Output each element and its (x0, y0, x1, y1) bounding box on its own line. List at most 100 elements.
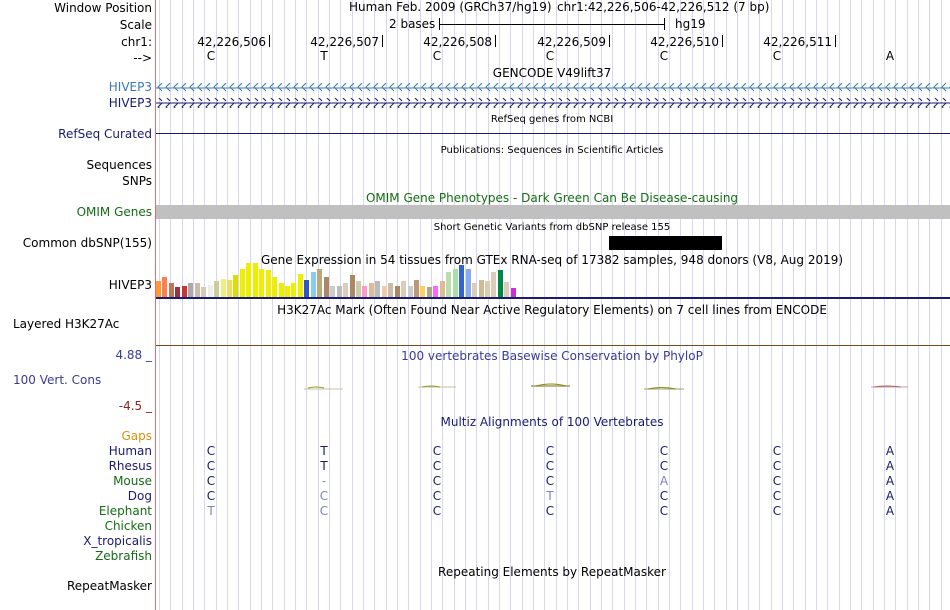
gtex-tissue-bar[interactable] (317, 269, 322, 297)
gtex-tissue-bar[interactable] (175, 287, 180, 297)
gtex-tissue-bar[interactable] (221, 279, 226, 297)
gtex-tissue-bar[interactable] (298, 274, 303, 297)
gtex-bar-chart[interactable] (156, 262, 950, 298)
gtex-tissue-bar[interactable] (356, 281, 361, 297)
gtex-tissue-bar[interactable] (401, 281, 406, 297)
gridline (420, 0, 421, 610)
gtex-tissue-bar[interactable] (182, 286, 187, 297)
species-label-rhesus[interactable]: Rhesus (108, 459, 152, 473)
gtex-tissue-bar[interactable] (253, 263, 258, 297)
gridline (782, 0, 783, 610)
gtex-tissue-bar[interactable] (195, 283, 200, 297)
gtex-tissue-bar[interactable] (472, 283, 477, 297)
gaps-label[interactable]: Gaps (121, 429, 152, 443)
species-label-zebrafish[interactable]: Zebrafish (95, 549, 152, 563)
gtex-tissue-bar[interactable] (343, 283, 348, 297)
species-label-elephant[interactable]: Elephant (98, 504, 152, 518)
gtex-tissue-bar[interactable] (479, 280, 484, 297)
gtex-tissue-bar[interactable] (388, 283, 393, 297)
gtex-tissue-bar[interactable] (291, 283, 296, 297)
window-position-label: Window Position (54, 1, 152, 15)
omim-label[interactable]: OMIM Genes (76, 205, 152, 219)
track-image-panel[interactable]: Human Feb. 2009 (GRCh37/hg19) chr1:42,22… (156, 0, 950, 610)
gtex-tissue-bar[interactable] (162, 277, 167, 297)
gencode-gene-lines[interactable] (156, 82, 950, 108)
gtex-tissue-bar[interactable] (201, 287, 206, 297)
alignment-base: C (772, 459, 782, 473)
gtex-tissue-bar[interactable] (330, 286, 335, 297)
gtex-tissue-bar[interactable] (266, 270, 271, 297)
alignment-base: A (885, 474, 895, 488)
gtex-tissue-bar[interactable] (227, 280, 232, 297)
gtex-tissue-bar[interactable] (491, 272, 496, 297)
gtex-tissue-bar[interactable] (369, 283, 374, 297)
gtex-tissue-bar[interactable] (311, 272, 316, 297)
omim-gene-bar[interactable] (156, 205, 950, 219)
gtex-tissue-bar[interactable] (246, 263, 251, 297)
gridline (759, 0, 760, 610)
refseq-label[interactable]: RefSeq Curated (58, 127, 152, 141)
gtex-tissue-bar[interactable] (240, 269, 245, 297)
gtex-tissue-bar[interactable] (440, 281, 445, 297)
gtex-tissue-bar[interactable] (279, 283, 284, 297)
position-readout: chr1:42,226,506-42,226,512 (7 bp) (557, 0, 770, 14)
gtex-tissue-bar[interactable] (408, 286, 413, 297)
species-label-dog[interactable]: Dog (127, 489, 152, 503)
gtex-tissue-bar[interactable] (446, 272, 451, 297)
gencode-gene-label-1[interactable]: HIVEP3 (108, 80, 152, 94)
gtex-tissue-bar[interactable] (285, 286, 290, 297)
species-label-xtropicalis[interactable]: X_tropicalis (83, 534, 152, 548)
species-label-mouse[interactable]: Mouse (113, 474, 152, 488)
gridline (193, 0, 194, 610)
repeatmasker-label[interactable]: RepeatMasker (66, 579, 152, 593)
gtex-tissue-bar[interactable] (453, 269, 458, 297)
snps-label[interactable]: SNPs (122, 174, 152, 188)
gtex-title: Gene Expression in 54 tissues from GTEx … (260, 253, 844, 267)
gtex-tissue-bar[interactable] (466, 269, 471, 297)
gtex-tissue-bar[interactable] (433, 286, 438, 297)
gtex-tissue-bar[interactable] (259, 269, 264, 297)
gtex-tissue-bar[interactable] (504, 282, 509, 297)
h3k27ac-label[interactable]: Layered H3K27Ac (13, 317, 120, 331)
cons-label[interactable]: 100 Vert. Cons (13, 373, 102, 387)
gtex-tissue-bar[interactable] (233, 275, 238, 297)
gtex-tissue-bar[interactable] (414, 280, 419, 297)
gtex-tissue-bar[interactable] (350, 275, 355, 297)
gridline (646, 0, 647, 610)
gencode-gene-label-2[interactable]: HIVEP3 (108, 96, 152, 110)
sequences-label[interactable]: Sequences (86, 158, 152, 172)
gtex-label[interactable]: HIVEP3 (108, 278, 152, 292)
gtex-tissue-bar[interactable] (382, 286, 387, 297)
gtex-tissue-bar[interactable] (169, 283, 174, 297)
gtex-tissue-bar[interactable] (272, 277, 277, 297)
gtex-tissue-bar[interactable] (337, 286, 342, 297)
gtex-tissue-bar[interactable] (324, 277, 329, 297)
cons-wiggle[interactable] (156, 380, 950, 394)
species-label-human[interactable]: Human (108, 444, 152, 458)
refseq-gene-line[interactable] (156, 133, 950, 134)
gtex-tissue-bar[interactable] (375, 281, 380, 297)
gtex-tissue-bar[interactable] (498, 270, 503, 297)
gridline (488, 0, 489, 610)
alignment-base: T (320, 444, 328, 458)
gtex-tissue-bar[interactable] (420, 286, 425, 297)
reference-base: C (432, 49, 442, 63)
gtex-tissue-bar[interactable] (485, 281, 490, 297)
gtex-tissue-bar[interactable] (362, 286, 367, 297)
gtex-tissue-bar[interactable] (214, 281, 219, 297)
gtex-tissue-bar[interactable] (511, 288, 516, 297)
species-label-chicken[interactable]: Chicken (104, 519, 152, 533)
gtex-tissue-bar[interactable] (459, 265, 464, 297)
gtex-tissue-bar[interactable] (304, 280, 309, 297)
dbsnp-variant[interactable] (609, 236, 722, 250)
gtex-tissue-bar[interactable] (427, 287, 432, 297)
gtex-tissue-bar[interactable] (188, 283, 193, 297)
dbsnp-label[interactable]: Common dbSNP(155) (22, 236, 152, 250)
gtex-tissue-bar[interactable] (395, 286, 400, 297)
reference-base: C (545, 49, 555, 63)
gridline (771, 0, 772, 610)
gtex-tissue-bar[interactable] (156, 281, 161, 297)
gtex-tissue-bar[interactable] (208, 285, 213, 297)
ruler-tick (722, 35, 723, 47)
sidebar-divider (155, 0, 156, 610)
